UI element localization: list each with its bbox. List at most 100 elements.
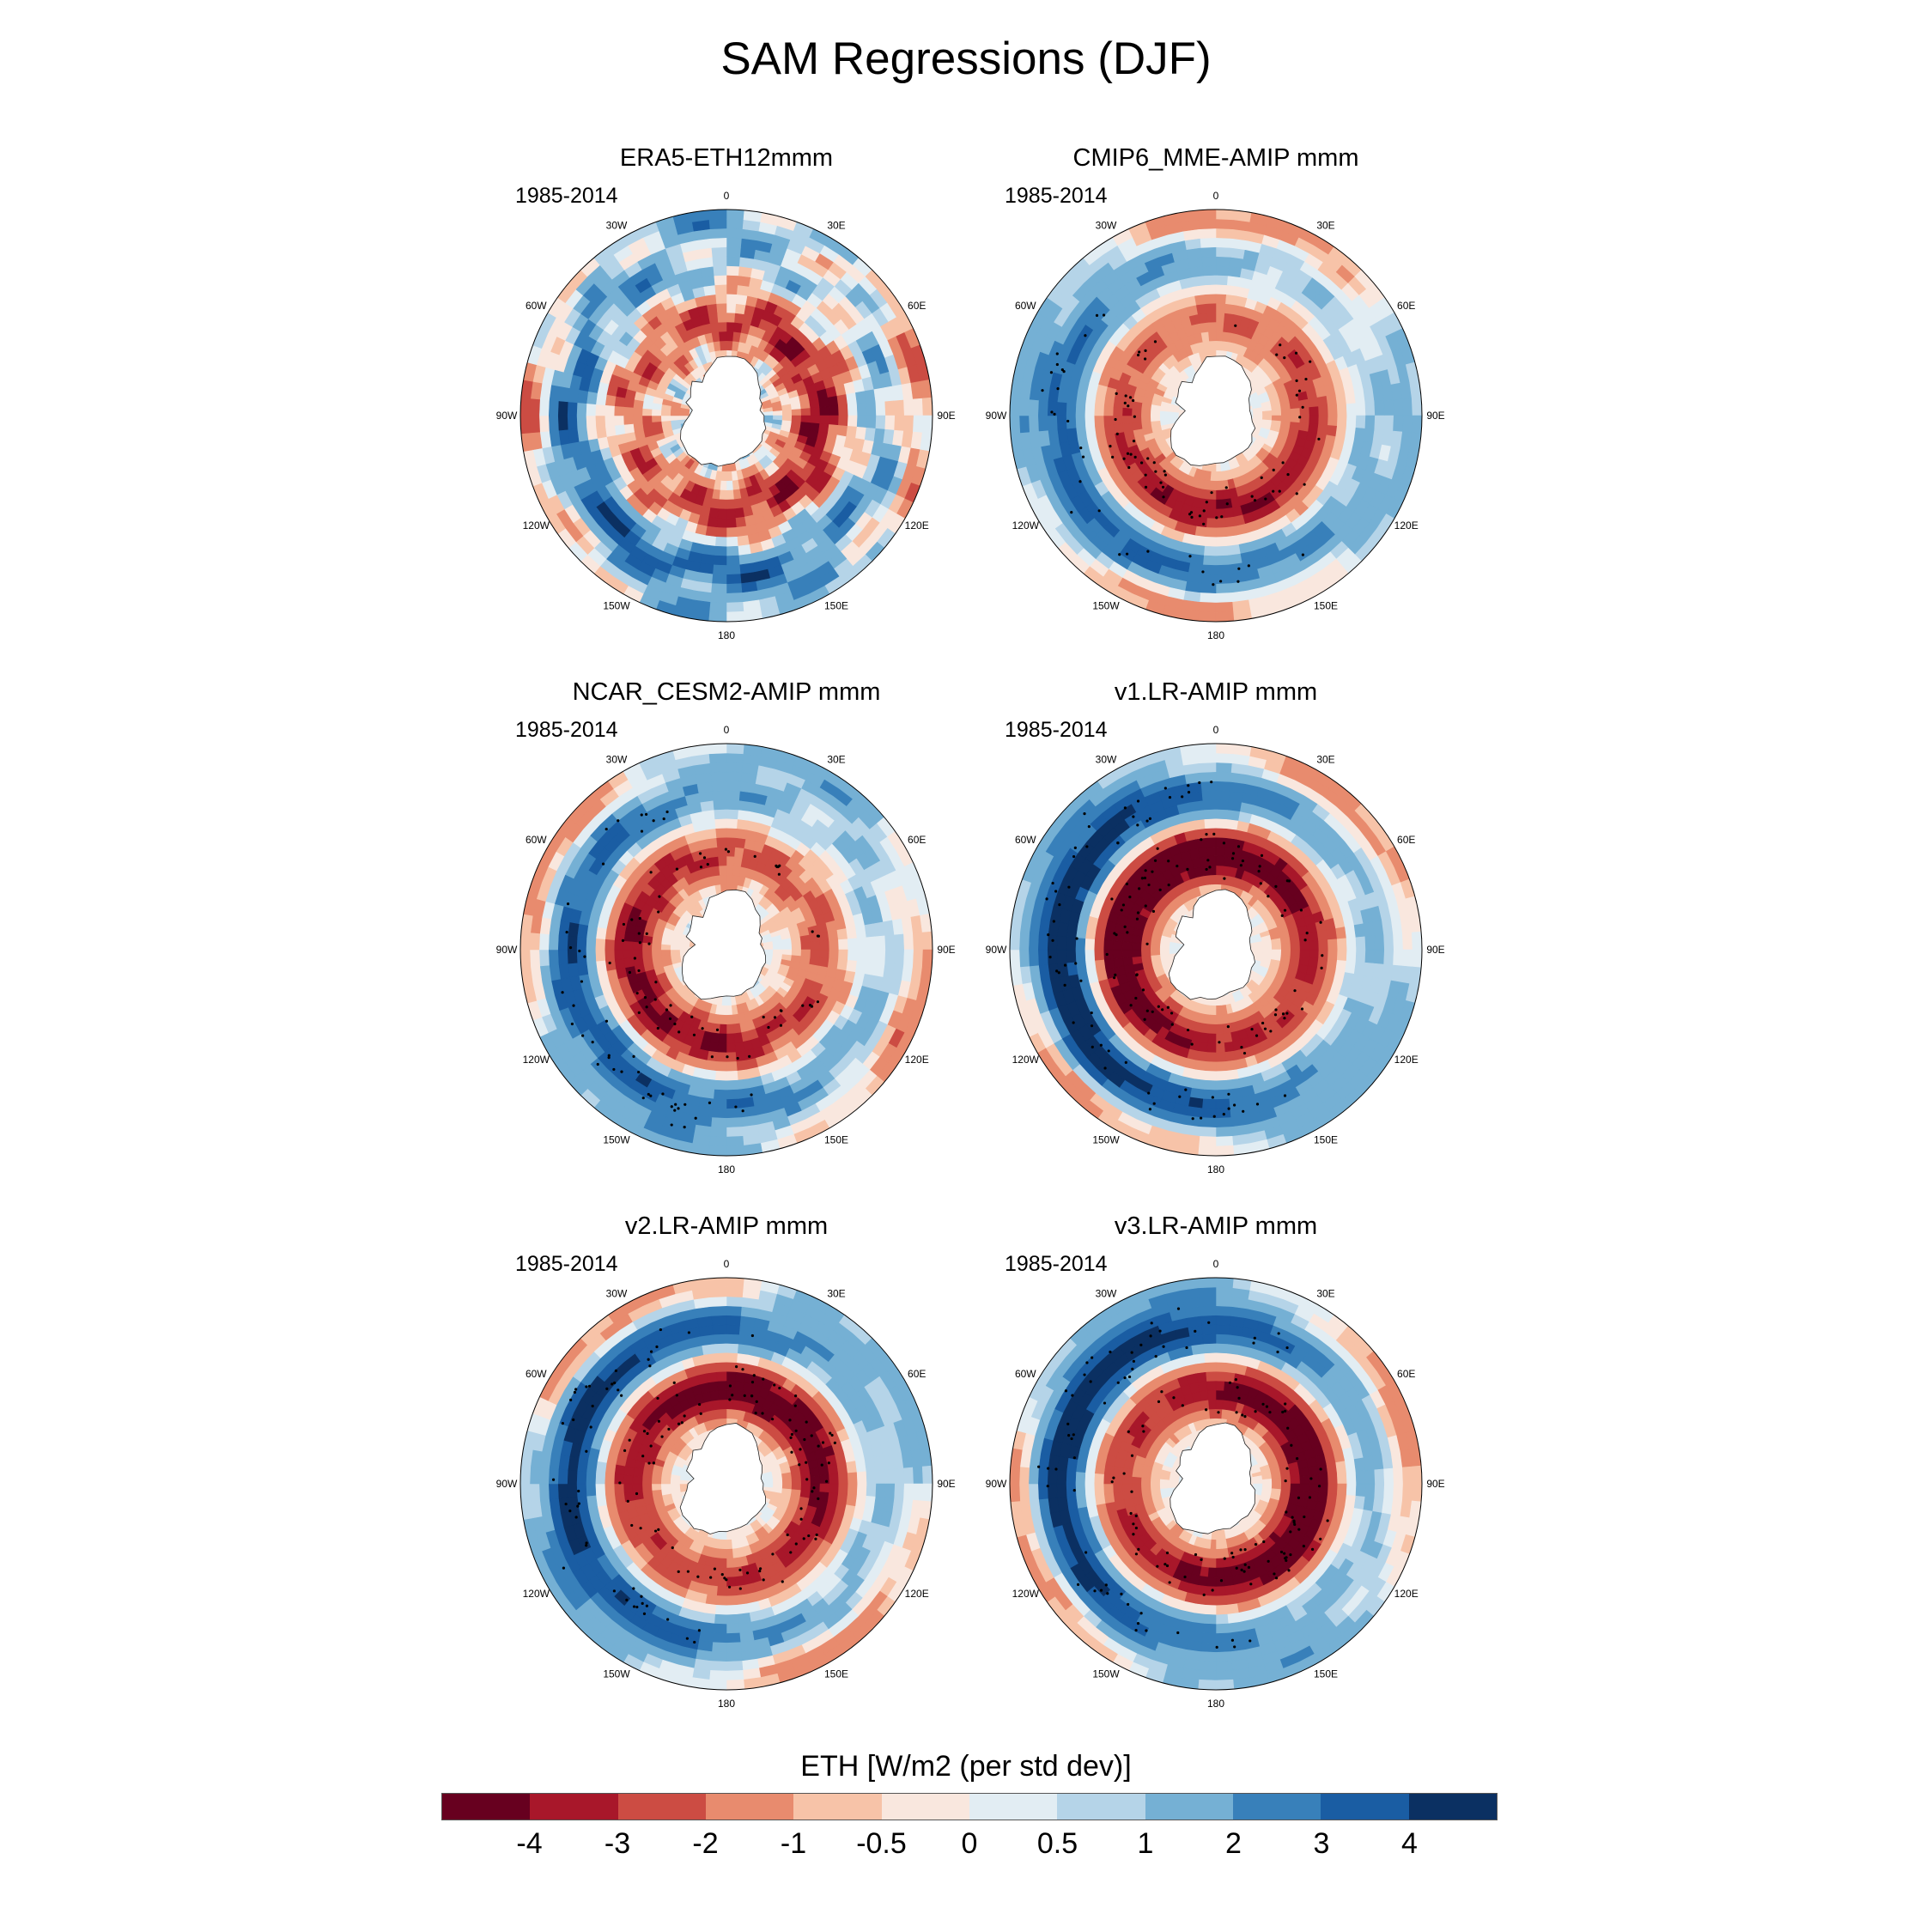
longitude-label: 180 (1207, 1163, 1224, 1176)
longitude-label: 60E (908, 834, 926, 846)
longitude-label: 90E (1426, 1478, 1444, 1490)
antarctica-landmass (1170, 355, 1256, 466)
colorbar (441, 1793, 1498, 1820)
longitude-label: 0 (724, 190, 730, 202)
longitude-label: 30W (606, 753, 628, 765)
colorbar-ticks: -4 -3 -2 -1 -0.5 0 0.5 1 2 3 4 (441, 1827, 1498, 1865)
panel-title: CMIP6_MME-AMIP mmm (1072, 144, 1359, 172)
panel-title: v2.LR-AMIP mmm (624, 1212, 829, 1240)
antarctica-landmass (682, 889, 767, 1000)
field-shading (520, 744, 933, 1156)
longitude-label: 120W (523, 1588, 550, 1600)
antarctica-landmass (680, 355, 767, 467)
colorbar-tick-label: 0 (961, 1827, 978, 1860)
map-boundary (519, 209, 933, 623)
longitude-label: 60W (526, 834, 547, 846)
colorbar-tick-label: 3 (1313, 1827, 1330, 1860)
longitude-label: 180 (718, 629, 735, 641)
longitude-label: 150E (824, 600, 848, 612)
panel-period: 1985-2014 (1005, 1252, 1108, 1276)
panel-period: 1985-2014 (1005, 718, 1108, 742)
longitude-label: 0 (1213, 190, 1219, 202)
panel-period: 1985-2014 (515, 1252, 618, 1276)
colorbar-tick-label: -2 (692, 1827, 719, 1860)
panel-period: 1985-2014 (1005, 184, 1108, 208)
longitude-label: 150E (824, 1134, 848, 1146)
longitude-label: 150E (1314, 1668, 1338, 1680)
longitude-label: 60E (908, 300, 926, 312)
polar-map: 0 30E 60E 90E 120E 150E 180 150W 120W 90W 60W 30W (496, 1258, 956, 1710)
longitude-label: 30E (827, 753, 845, 765)
longitude-label: 180 (1207, 629, 1224, 641)
longitude-label: 60E (1397, 1368, 1415, 1380)
longitude-label: 90W (496, 1478, 518, 1490)
antarctica-landmass (1170, 1422, 1256, 1534)
colorbar-tick-label: 1 (1137, 1827, 1154, 1860)
polar-map: 0 30E 60E 90E 120E 150E 180 150W 120W 90W 60W 30W (986, 190, 1445, 641)
longitude-label: 120W (1012, 1054, 1040, 1066)
longitude-label: 90W (496, 944, 518, 956)
longitude-label: 30E (827, 1287, 845, 1299)
colorbar-segment (705, 1794, 794, 1820)
longitude-label: 60W (526, 300, 547, 312)
map-boundary (519, 1277, 933, 1691)
colorbar-segment (1232, 1794, 1321, 1820)
longitude-label: 90E (937, 410, 955, 422)
colorbar-segment (617, 1794, 706, 1820)
map-panel: ERA5-ETH12mmm 0 30E 60E 90E 120E 150E 180 150W 12… (486, 144, 967, 659)
longitude-label: 30W (606, 219, 628, 231)
map-boundary (519, 743, 933, 1157)
longitude-label: 90E (937, 944, 955, 956)
longitude-label: 180 (718, 1163, 735, 1176)
colorbar-segment (442, 1794, 531, 1820)
panel-title: ERA5-ETH12mmm (619, 144, 834, 172)
map-panel: CMIP6_MME-AMIP mmm 0 30E 60E 90E 120E 150E 180 1… (975, 144, 1456, 659)
polar-map: 0 30E 60E 90E 120E 150E 180 150W 120W 90W 60W 30W (496, 190, 956, 641)
longitude-label: 30W (1096, 219, 1117, 231)
longitude-label: 30E (1316, 219, 1334, 231)
colorbar-segment (1408, 1794, 1497, 1820)
longitude-label: 120E (905, 1054, 929, 1066)
map-panel: v2.LR-AMIP mmm 0 30E 60E 90E 120E 150E 180 150W 1… (486, 1212, 967, 1728)
longitude-label: 150W (603, 1668, 630, 1680)
map-boundary (1009, 1277, 1423, 1691)
longitude-label: 150W (1092, 1134, 1120, 1146)
longitude-label: 120W (523, 1054, 550, 1066)
longitude-label: 0 (1213, 724, 1219, 736)
colorbar-segment (530, 1794, 618, 1820)
colorbar-tick-label: -3 (604, 1827, 631, 1860)
longitude-label: 150E (824, 1668, 848, 1680)
longitude-label: 90W (986, 410, 1007, 422)
longitude-label: 120W (1012, 1588, 1040, 1600)
longitude-label: 90E (1426, 410, 1444, 422)
longitude-label: 120W (1012, 519, 1040, 532)
longitude-label: 60W (526, 1368, 547, 1380)
antarctica-landmass (1168, 889, 1255, 1000)
longitude-label: 30W (1096, 1287, 1117, 1299)
longitude-label: 30E (827, 219, 845, 231)
longitude-label: 60W (1015, 300, 1036, 312)
colorbar-tick-label: -0.5 (856, 1827, 907, 1860)
panel-period: 1985-2014 (515, 718, 618, 742)
antarctica-landmass (679, 1423, 766, 1534)
longitude-label: 150W (603, 1134, 630, 1146)
longitude-label: 90E (1426, 944, 1444, 956)
longitude-label: 150E (1314, 1134, 1338, 1146)
longitude-label: 150E (1314, 600, 1338, 612)
longitude-label: 180 (718, 1698, 735, 1710)
panel-period: 1985-2014 (515, 184, 618, 208)
map-panel: v1.LR-AMIP mmm 0 30E 60E 90E 120E 150E 180 150W 1… (975, 678, 1456, 1194)
longitude-label: 30W (606, 1287, 628, 1299)
panel-title: v1.LR-AMIP mmm (1114, 678, 1318, 706)
panel-title: v3.LR-AMIP mmm (1114, 1212, 1318, 1240)
longitude-label: 120E (1394, 1588, 1419, 1600)
longitude-label: 30W (1096, 753, 1117, 765)
longitude-label: 150W (1092, 1668, 1120, 1680)
map-boundary (1009, 209, 1423, 623)
colorbar-segment (1057, 1794, 1145, 1820)
longitude-label: 90W (986, 1478, 1007, 1490)
longitude-label: 150W (603, 600, 630, 612)
colorbar-segment (1321, 1794, 1409, 1820)
longitude-label: 180 (1207, 1698, 1224, 1710)
polar-map: 0 30E 60E 90E 120E 150E 180 150W 120W 90W 60W 30W (496, 724, 956, 1176)
